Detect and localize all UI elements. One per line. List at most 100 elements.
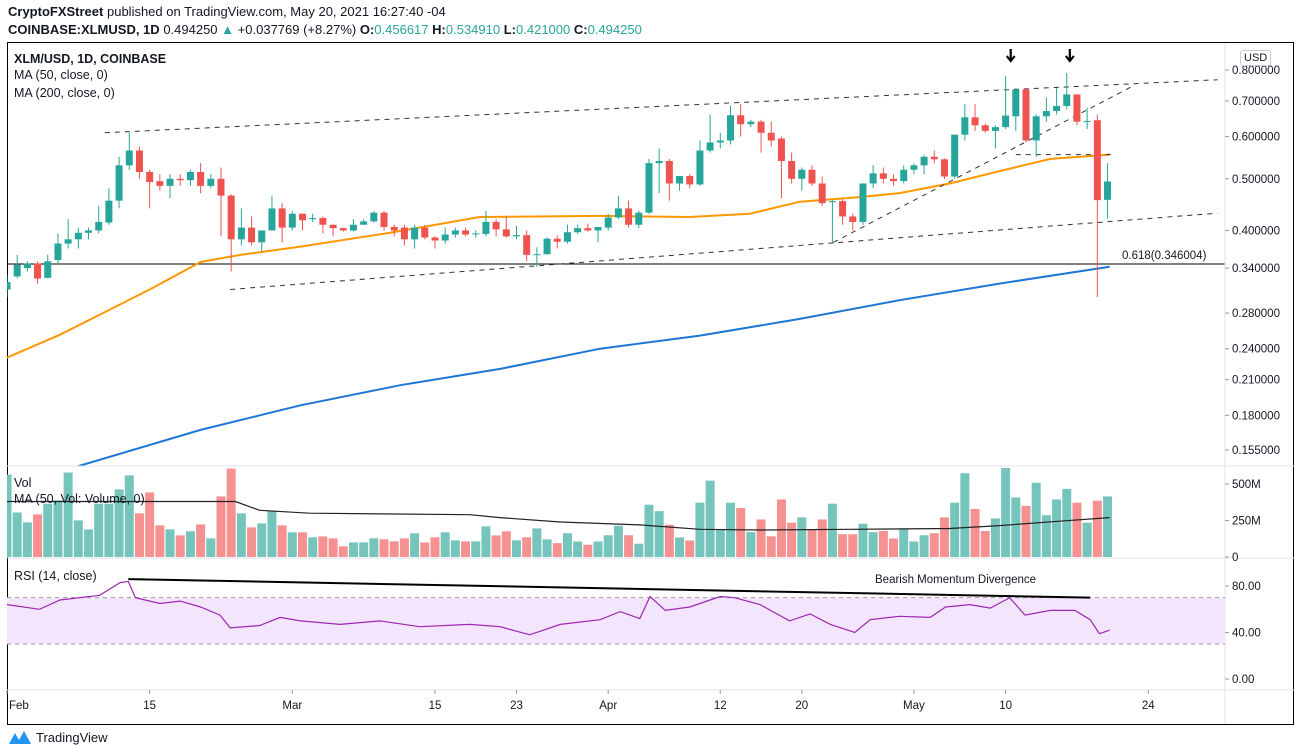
candle-body — [400, 227, 408, 240]
x-tick-label: 15 — [143, 700, 156, 712]
legend-ma50[interactable]: MA (50, close, 0) — [14, 68, 108, 82]
arrow-down-icon — [1005, 49, 1016, 63]
trendline — [230, 212, 1218, 290]
candle-body — [604, 217, 612, 228]
candle — [166, 174, 174, 199]
candle — [900, 165, 908, 184]
volume-pane — [7, 468, 1113, 557]
symbol-info: COINBASE:XLMUSD, 1D 0.494250 ▲ +0.037769… — [8, 22, 642, 37]
tradingview-logo[interactable]: TradingView — [8, 729, 108, 745]
candle-body — [584, 228, 592, 231]
volume-bar — [644, 504, 654, 557]
volume-bar — [450, 540, 460, 557]
currency-badge[interactable]: USD — [1240, 50, 1272, 66]
candle — [726, 105, 734, 145]
candle-body — [930, 156, 938, 160]
volume-bar — [624, 535, 634, 557]
candle — [227, 194, 235, 272]
candle-body — [645, 163, 653, 213]
legend-vol-ma[interactable]: MA (50, Vol: Volume, 0) — [14, 492, 145, 506]
volume-bar — [53, 500, 63, 557]
candle — [553, 235, 561, 249]
candle-body — [533, 254, 541, 256]
candle — [268, 195, 276, 231]
candle-body — [23, 263, 31, 269]
candle — [472, 230, 480, 238]
candle-body — [64, 239, 72, 244]
volume-bar — [756, 519, 766, 557]
candle-body — [665, 160, 673, 184]
candle — [34, 261, 42, 284]
rsi-tick-label: 80.00 — [1232, 581, 1261, 593]
volume-bar — [63, 472, 73, 557]
legend-ma200[interactable]: MA (200, close, 0) — [14, 86, 115, 100]
candle — [217, 167, 225, 237]
candle — [981, 123, 989, 133]
volume-bar — [675, 537, 685, 557]
candle — [135, 146, 143, 179]
candle-body — [869, 173, 877, 184]
candle — [237, 208, 245, 246]
volume-bar — [114, 489, 124, 557]
close-label: C: — [573, 22, 588, 37]
volume-bar — [247, 527, 257, 557]
candle — [1002, 75, 1010, 130]
candle — [197, 163, 205, 194]
candle-body — [186, 171, 194, 181]
candle-body — [1063, 94, 1071, 106]
candle-body — [135, 150, 143, 172]
candle — [849, 213, 857, 231]
candle-body — [227, 195, 235, 240]
candle-body — [105, 200, 113, 223]
candle-body — [288, 213, 296, 228]
legend-rsi[interactable]: RSI (14, close) — [14, 569, 97, 583]
candle — [319, 216, 327, 234]
low-value: 0.421000 — [516, 22, 571, 37]
candle-body — [309, 218, 317, 220]
candle — [737, 104, 745, 137]
candle-body — [217, 178, 225, 196]
candle-body — [879, 173, 887, 179]
candle-body — [380, 212, 388, 228]
candle — [686, 174, 694, 189]
candle-body — [788, 160, 796, 179]
candle — [563, 224, 571, 244]
volume-bar — [878, 531, 888, 557]
volume-bar — [685, 540, 695, 557]
volume-ma-line — [7, 500, 1110, 531]
volume-bar — [430, 537, 440, 557]
legend-vol[interactable]: Vol — [14, 476, 32, 490]
volume-bar — [715, 529, 725, 557]
arrow-down-icon — [1064, 49, 1075, 63]
volume-bar — [787, 522, 797, 557]
low-label: L: — [503, 22, 517, 37]
candle — [451, 227, 459, 238]
volume-bar — [33, 514, 43, 557]
candle — [951, 134, 959, 179]
ma50-line — [7, 153, 1110, 359]
volume-bar — [766, 536, 776, 557]
x-tick-label: 10 — [999, 700, 1012, 712]
volume-bar — [613, 525, 623, 557]
candle-body — [737, 115, 745, 125]
candle-body — [1042, 111, 1050, 117]
candle-body — [563, 232, 571, 242]
candle — [604, 213, 612, 231]
volume-bar — [929, 533, 939, 557]
volume-bar — [736, 507, 746, 557]
volume-bar — [848, 534, 858, 557]
candle-body — [828, 201, 836, 203]
candle — [492, 219, 500, 237]
volume-bar — [919, 535, 929, 557]
candle-body — [339, 228, 347, 231]
candle — [523, 230, 531, 262]
vol-tick-label: 500M — [1232, 479, 1261, 491]
candle-body — [808, 169, 816, 184]
candle — [390, 224, 398, 237]
volume-bar — [420, 542, 430, 557]
candle — [584, 223, 592, 232]
y-tick-label: 0.280000 — [1232, 308, 1280, 320]
y-tick-label: 0.340000 — [1232, 263, 1280, 275]
triangle-up-icon: ▲ — [221, 22, 235, 37]
